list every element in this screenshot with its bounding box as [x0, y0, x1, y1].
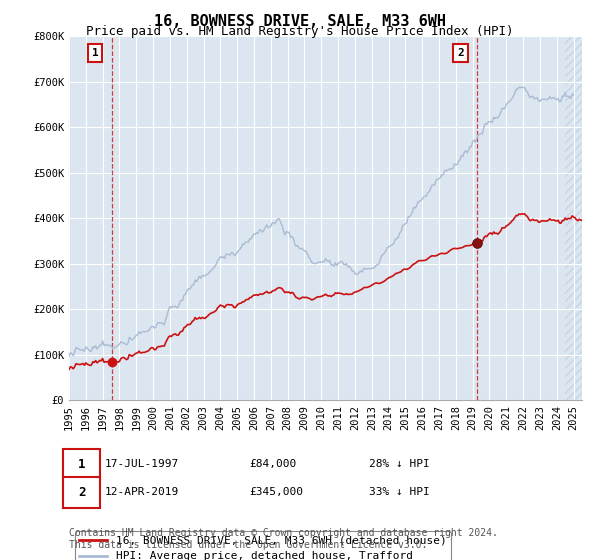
Text: 33% ↓ HPI: 33% ↓ HPI [369, 487, 430, 497]
Text: 1: 1 [92, 48, 98, 58]
Text: £84,000: £84,000 [249, 459, 296, 469]
Text: 17-JUL-1997: 17-JUL-1997 [105, 459, 179, 469]
Bar [565, 36, 582, 400]
Text: Contains HM Land Registry data © Crown copyright and database right 2024.
This d: Contains HM Land Registry data © Crown c… [69, 528, 498, 550]
Text: 12-APR-2019: 12-APR-2019 [105, 487, 179, 497]
Text: Price paid vs. HM Land Registry's House Price Index (HPI): Price paid vs. HM Land Registry's House … [86, 25, 514, 38]
Bar [565, 36, 582, 400]
Text: 2: 2 [457, 48, 464, 58]
Legend: 16, BOWNESS DRIVE, SALE, M33 6WH (detached house), HPI: Average price, detached : 16, BOWNESS DRIVE, SALE, M33 6WH (detach… [74, 531, 451, 560]
Text: 1: 1 [78, 458, 85, 471]
Text: 16, BOWNESS DRIVE, SALE, M33 6WH: 16, BOWNESS DRIVE, SALE, M33 6WH [154, 14, 446, 29]
Text: 2: 2 [78, 486, 85, 499]
Text: 28% ↓ HPI: 28% ↓ HPI [369, 459, 430, 469]
Text: £345,000: £345,000 [249, 487, 303, 497]
